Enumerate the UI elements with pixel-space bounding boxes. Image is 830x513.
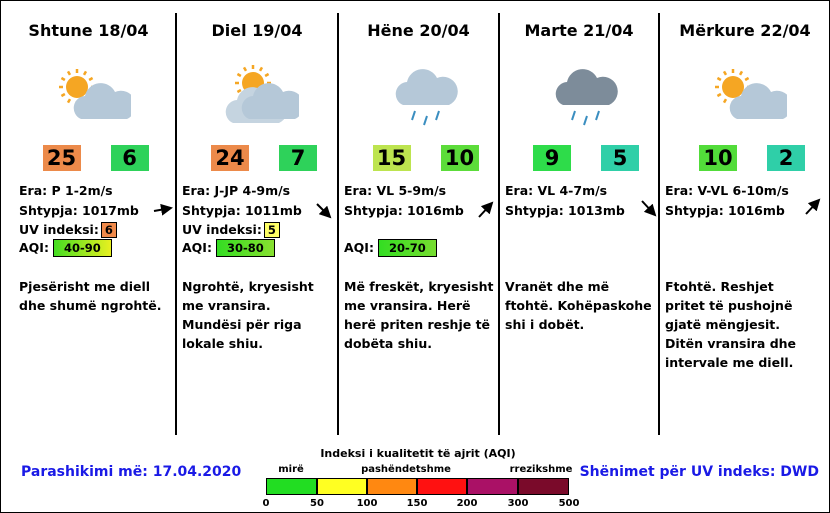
aqi-tick: 0 bbox=[262, 498, 270, 509]
aqi-category: mirë bbox=[278, 464, 304, 475]
description: Më freskët, kryesisht me vransira. Herë … bbox=[344, 279, 494, 351]
separator bbox=[175, 13, 177, 435]
description: Pjesërisht me diell dhe shumë ngrohtë. bbox=[19, 279, 162, 313]
aqi-segment bbox=[518, 478, 569, 495]
weather-icon bbox=[555, 69, 618, 126]
wind-arrow bbox=[805, 198, 821, 215]
aqi-value: 40-90 bbox=[52, 239, 112, 257]
wind: Era: VL 4-7m/s bbox=[505, 183, 608, 198]
forecast-date: Parashikimi më: 17.04.2020 bbox=[21, 464, 242, 480]
low-temp: 2 bbox=[767, 145, 805, 171]
aqi-tick: 150 bbox=[406, 498, 428, 509]
weather-icon bbox=[58, 69, 131, 119]
description: Ngrohtë, kryesisht me vransira. Mundësi … bbox=[182, 279, 314, 351]
separator bbox=[337, 13, 339, 435]
aqi-category: rrezikshme bbox=[509, 464, 573, 475]
uv-source: Shënimet për UV indeks: DWD bbox=[579, 464, 819, 480]
description: Vranët dhe më ftohtë. Kohëpaskohe shi i … bbox=[505, 279, 652, 332]
aqi-label: AQI: bbox=[19, 240, 49, 255]
uv-row: UV indeksi: 5 bbox=[182, 222, 280, 238]
aqi-row: AQI: 30-80 bbox=[182, 239, 275, 257]
weather-icon bbox=[715, 69, 787, 119]
pressure: Shtypja: 1017mb bbox=[19, 203, 139, 218]
wind: Era: V-VL 6-10m/s bbox=[665, 183, 789, 198]
aqi-segment bbox=[266, 478, 317, 495]
high-temp: 15 bbox=[372, 145, 411, 171]
high-temp: 25 bbox=[42, 145, 81, 171]
uv-value: 6 bbox=[100, 222, 117, 238]
uv-label: UV indeksi: bbox=[182, 222, 262, 237]
low-temp: 7 bbox=[279, 145, 317, 171]
wind-arrow bbox=[316, 203, 332, 219]
day-title: Diel 19/04 bbox=[211, 21, 303, 40]
aqi-segment bbox=[467, 478, 518, 495]
aqi-tick: 200 bbox=[456, 498, 478, 509]
aqi-tick: 300 bbox=[507, 498, 529, 509]
uv-row: UV indeksi: 6 bbox=[19, 222, 117, 238]
aqi-row: AQI: 40-90 bbox=[19, 239, 112, 257]
high-temp: 24 bbox=[211, 145, 249, 171]
separator bbox=[658, 13, 660, 435]
wind-arrow bbox=[478, 201, 494, 218]
low-temp: 10 bbox=[440, 145, 479, 171]
low-temp: 6 bbox=[110, 145, 149, 171]
aqi-row: AQI: 20-70 bbox=[344, 239, 437, 257]
weather-icon bbox=[395, 69, 458, 126]
day-title: Hëne 20/04 bbox=[367, 21, 470, 40]
aqi-segment bbox=[317, 478, 367, 495]
aqi-value: 30-80 bbox=[215, 239, 275, 257]
separator bbox=[498, 13, 500, 435]
day-title: Marte 21/04 bbox=[524, 21, 634, 40]
pressure: Shtypja: 1016mb bbox=[665, 203, 785, 218]
wind-arrow bbox=[641, 200, 657, 217]
high-temp: 10 bbox=[699, 145, 737, 171]
aqi-segment bbox=[367, 478, 417, 495]
pressure: Shtypja: 1013mb bbox=[505, 203, 625, 218]
description: Ftohtë. Reshjet pritet të pushojnë gjatë… bbox=[665, 279, 797, 370]
uv-label: UV indeksi: bbox=[19, 222, 99, 237]
aqi-label: AQI: bbox=[182, 240, 212, 255]
aqi-value: 20-70 bbox=[377, 239, 437, 257]
aqi-category: pashëndetshme bbox=[361, 464, 451, 475]
day-title: Shtune 18/04 bbox=[28, 21, 149, 40]
aqi-segment bbox=[417, 478, 467, 495]
pressure: Shtypja: 1011mb bbox=[182, 203, 302, 218]
aqi-legend-title: Indeksi i kualitetit të ajrit (AQI) bbox=[320, 447, 516, 460]
aqi-label: AQI: bbox=[344, 240, 374, 255]
day-title: Mërkure 22/04 bbox=[679, 21, 811, 40]
wind: Era: VL 5-9m/s bbox=[344, 183, 447, 198]
pressure: Shtypja: 1016mb bbox=[344, 203, 464, 218]
aqi-tick: 100 bbox=[356, 498, 378, 509]
aqi-tick: 500 bbox=[558, 498, 580, 509]
wind: Era: P 1-2m/s bbox=[19, 183, 113, 198]
uv-value: 5 bbox=[263, 222, 280, 238]
weather-icon bbox=[225, 65, 299, 123]
low-temp: 5 bbox=[601, 145, 639, 171]
wind: Era: J-JP 4-9m/s bbox=[182, 183, 291, 198]
wind-arrow bbox=[153, 203, 173, 216]
aqi-tick: 50 bbox=[310, 498, 324, 509]
high-temp: 9 bbox=[533, 145, 571, 171]
